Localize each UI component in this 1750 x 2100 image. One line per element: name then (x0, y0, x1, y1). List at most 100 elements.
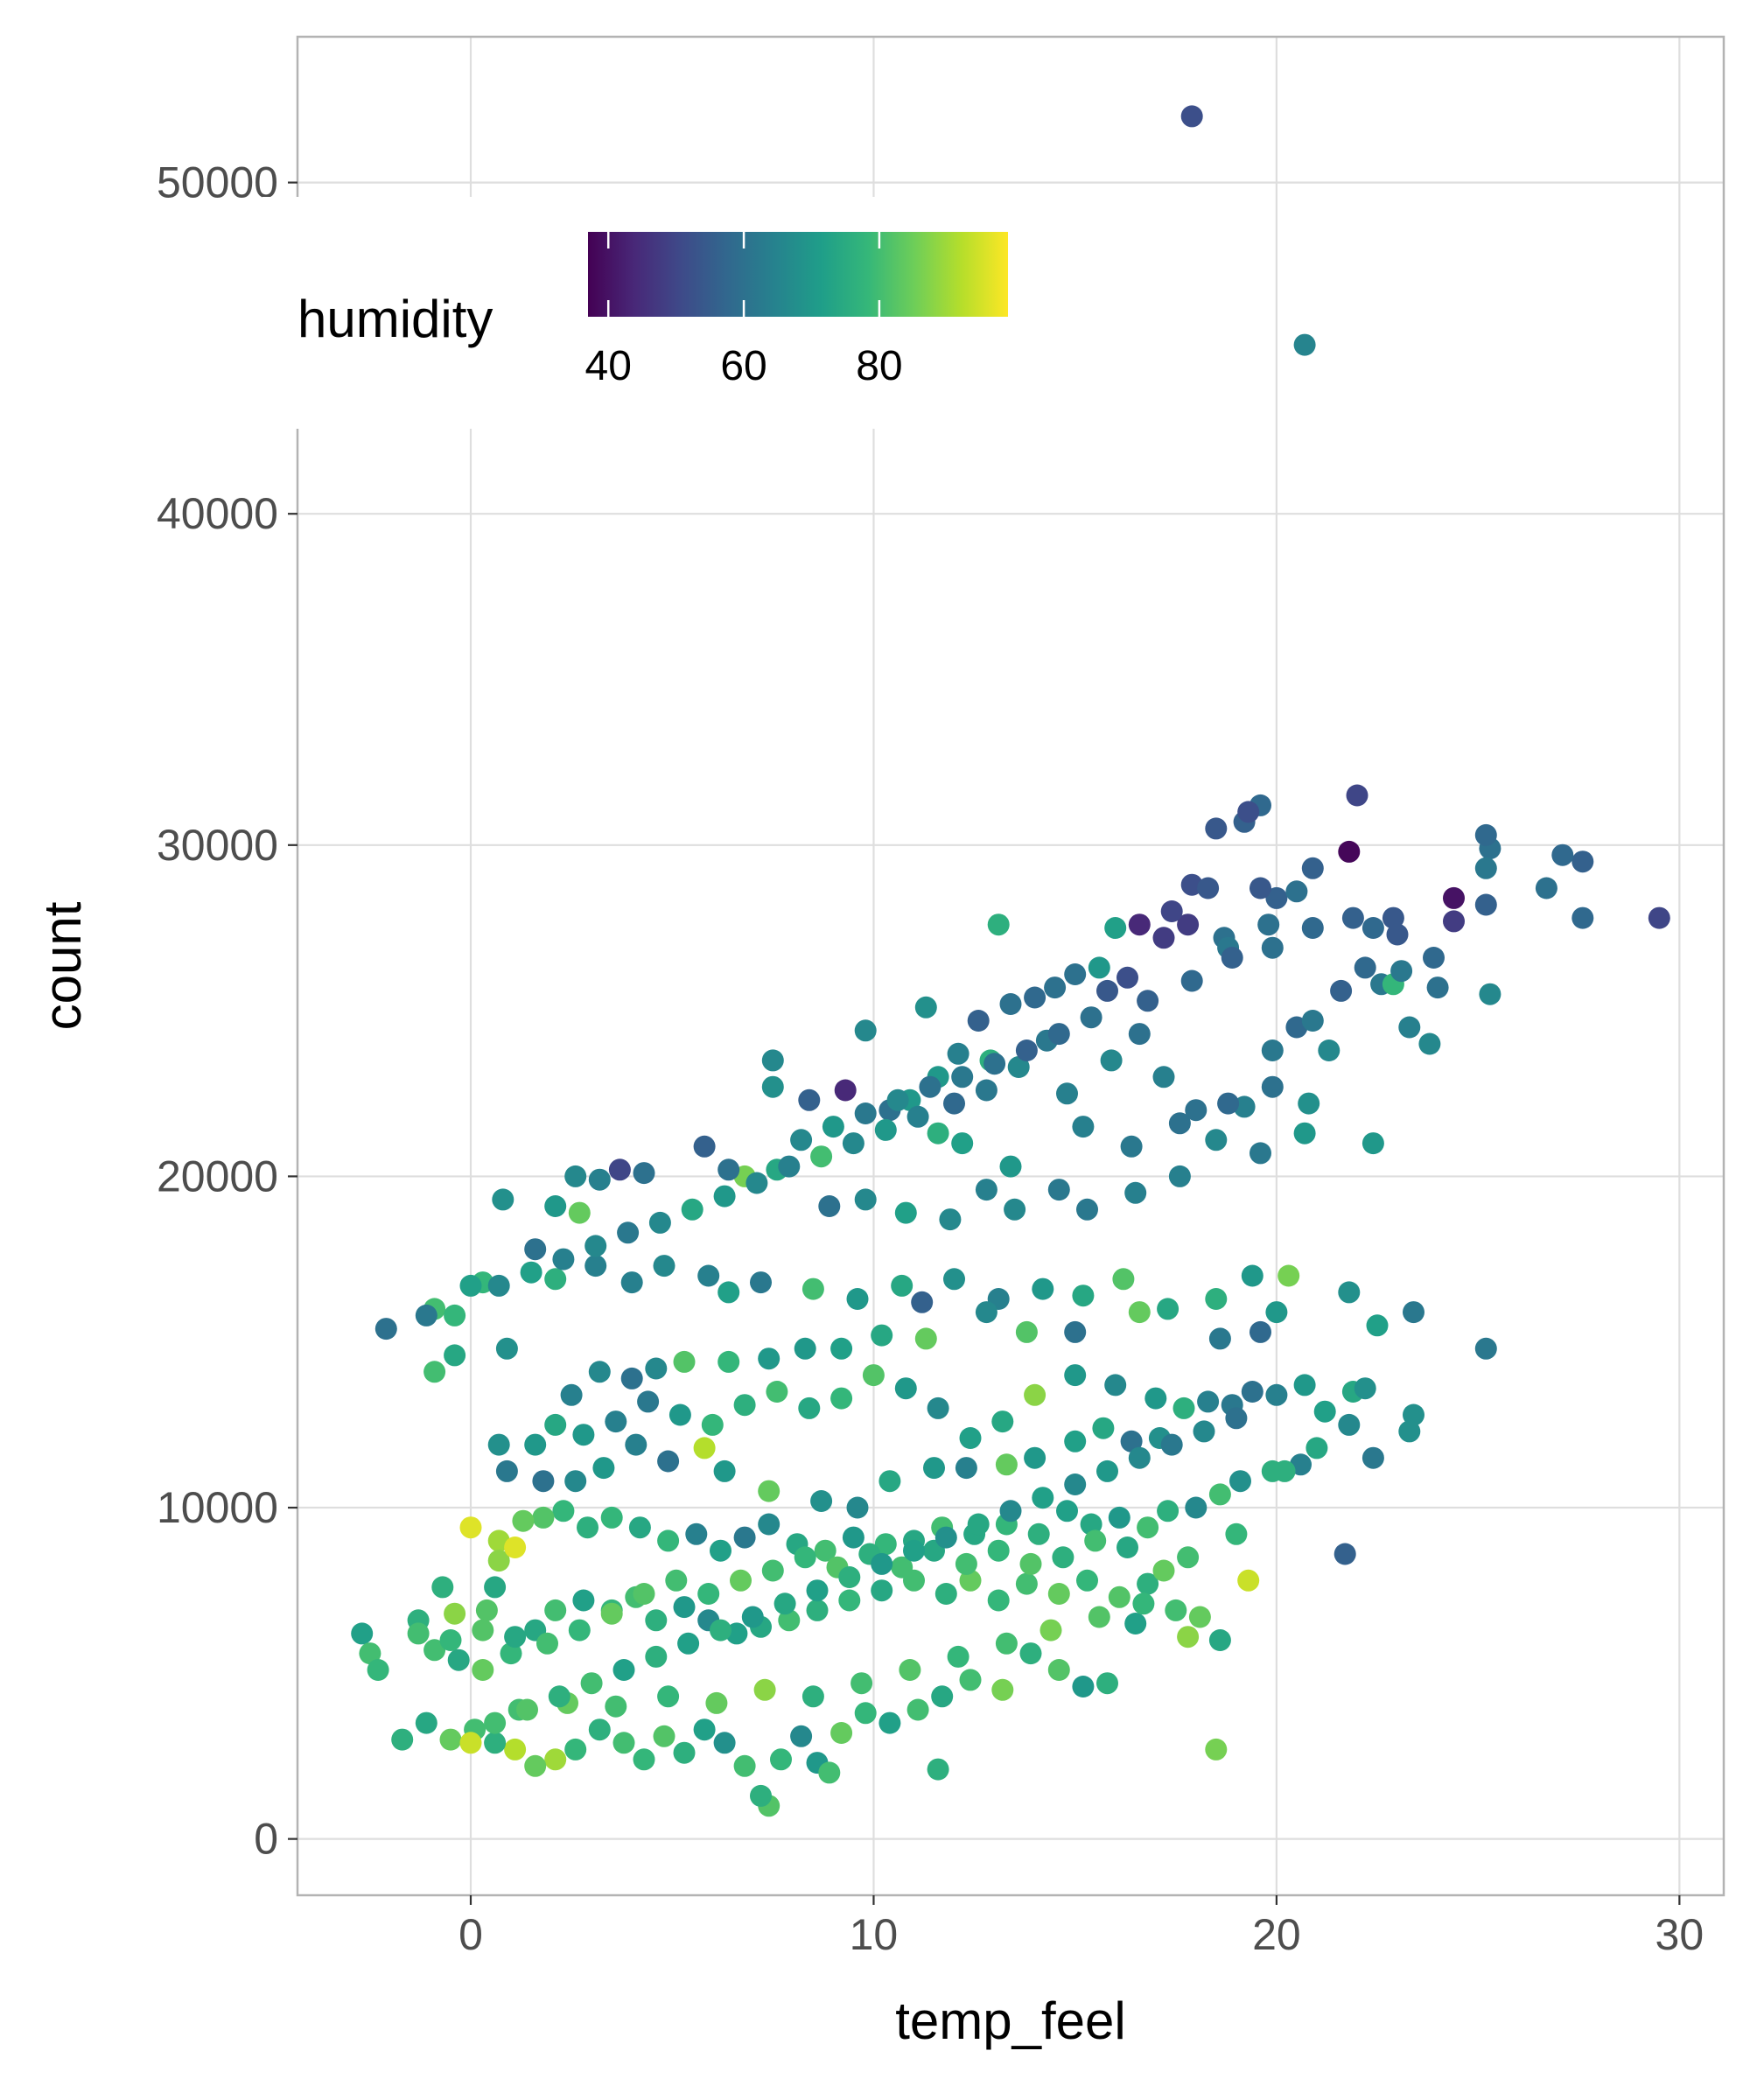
data-point-144 (975, 1301, 998, 1324)
data-point-297 (439, 1728, 462, 1751)
data-point-417 (838, 1566, 861, 1588)
data-point-315 (1177, 1546, 1200, 1569)
data-point-38 (1285, 880, 1308, 903)
data-point-405 (1225, 1407, 1248, 1430)
data-point-344 (1144, 1387, 1167, 1410)
data-point-307 (802, 1685, 824, 1708)
data-point-136 (1241, 1264, 1264, 1287)
data-point-73 (999, 1155, 1022, 1178)
data-point-27 (1362, 1132, 1384, 1155)
data-point-363 (1217, 1092, 1240, 1115)
data-point-401 (886, 1088, 909, 1111)
data-point-175 (1064, 1430, 1087, 1452)
data-point-300 (459, 1732, 482, 1754)
data-point-16 (1398, 1016, 1421, 1039)
data-point-248 (871, 1579, 893, 1602)
data-point-211 (685, 1522, 708, 1545)
data-point-241 (673, 1596, 696, 1619)
data-point-382 (648, 1211, 671, 1234)
data-point-420 (741, 1606, 764, 1628)
data-point-314 (1132, 1592, 1155, 1615)
data-point-261 (1237, 1569, 1260, 1592)
data-point-115 (495, 1337, 518, 1360)
data-point-160 (532, 1470, 555, 1493)
data-point-78 (1185, 1099, 1208, 1122)
data-point-303 (605, 1695, 627, 1718)
data-point-398 (984, 1053, 1006, 1075)
data-point-55 (1044, 976, 1067, 999)
data-point-53 (1088, 956, 1110, 979)
data-point-184 (1293, 1374, 1316, 1396)
data-point-384 (584, 1235, 607, 1257)
data-point-71 (927, 1122, 949, 1144)
data-point-18 (1403, 1404, 1424, 1426)
data-point-237 (572, 1589, 595, 1612)
data-point-92 (975, 1179, 998, 1201)
data-point-15 (1423, 947, 1445, 969)
data-point-389 (1180, 970, 1203, 992)
data-point-220 (459, 1516, 482, 1539)
data-point-288 (633, 1748, 655, 1771)
data-point-19 (1398, 1420, 1421, 1443)
data-point-329 (794, 1546, 816, 1569)
data-point-330 (761, 1559, 784, 1582)
data-point-198 (1056, 1500, 1078, 1522)
data-point-336 (568, 1619, 591, 1642)
data-point-313 (1088, 1606, 1110, 1628)
data-point-264 (1124, 1613, 1147, 1634)
data-point-250 (934, 1583, 957, 1605)
data-point-273 (927, 1758, 949, 1781)
data-point-354 (733, 1394, 756, 1417)
data-point-348 (927, 1396, 949, 1419)
data-point-47 (1160, 900, 1183, 922)
data-point-88 (1124, 1181, 1147, 1204)
data-point-306 (753, 1678, 776, 1701)
data-point-390 (1221, 947, 1243, 969)
data-point-164 (657, 1450, 680, 1473)
data-point-285 (693, 1718, 716, 1741)
data-point-151 (673, 1350, 696, 1373)
data-point-396 (1047, 1023, 1070, 1046)
data-point-41 (1257, 914, 1280, 936)
data-point-411 (1032, 1487, 1054, 1509)
data-point-222 (504, 1536, 527, 1558)
data-point-166 (713, 1460, 736, 1482)
data-point-356 (668, 1404, 691, 1426)
data-point-236 (544, 1599, 567, 1621)
data-point-214 (600, 1506, 623, 1529)
data-point-139 (1250, 1320, 1271, 1343)
data-point-395 (1080, 1006, 1102, 1029)
data-point-85 (1250, 1142, 1271, 1165)
data-point-293 (524, 1754, 547, 1777)
data-point-428 (484, 1712, 507, 1734)
data-point-418 (806, 1579, 829, 1602)
data-point-156 (544, 1413, 567, 1436)
data-point-254 (1047, 1583, 1070, 1605)
data-point-263 (1177, 1626, 1200, 1648)
data-point-40 (1250, 877, 1271, 900)
data-point-124 (750, 1271, 772, 1294)
data-point-334 (633, 1583, 655, 1605)
data-point-67 (798, 1088, 821, 1111)
data-point-186 (1338, 1413, 1361, 1436)
data-point-108 (524, 1238, 547, 1261)
data-point-48 (1128, 914, 1151, 936)
data-point-247 (838, 1589, 861, 1612)
data-point-349 (894, 1377, 917, 1400)
data-point-392 (1301, 917, 1324, 939)
data-point-271 (931, 1685, 954, 1708)
data-point-280 (770, 1748, 792, 1771)
data-point-422 (677, 1632, 700, 1655)
data-point-292 (544, 1748, 567, 1771)
data-point-269 (991, 1678, 1014, 1701)
data-point-57 (999, 993, 1022, 1015)
data-point-388 (1137, 990, 1159, 1012)
data-point-404 (790, 1129, 813, 1152)
data-point-145 (914, 1327, 937, 1350)
data-point-134 (1157, 1298, 1180, 1320)
y-tick-label-5: 50000 (157, 158, 278, 207)
data-point-393 (1341, 906, 1364, 929)
data-point-143 (1015, 1320, 1038, 1343)
data-point-276 (830, 1722, 853, 1744)
data-point-29 (1334, 1543, 1356, 1565)
